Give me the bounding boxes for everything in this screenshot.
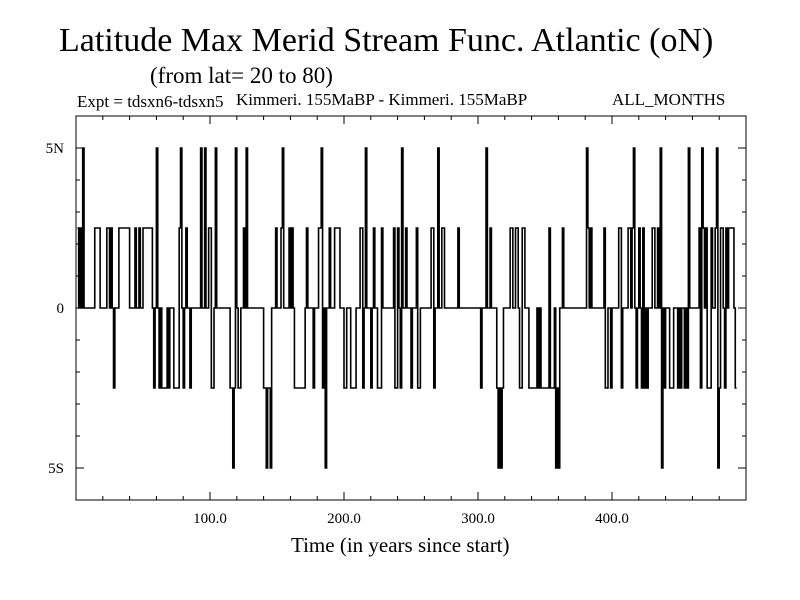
x-tick-labels: 100.0 200.0 300.0 400.0 xyxy=(193,511,629,527)
x-axis-label: Time (in years since start) xyxy=(291,533,510,557)
x-axis-ticks xyxy=(102,116,720,500)
months-label: ALL_MONTHS xyxy=(612,90,726,109)
x-tick-label: 100.0 xyxy=(193,511,227,527)
chart-title: Latitude Max Merid Stream Func. Atlantic… xyxy=(59,22,714,59)
y-tick-label: 5S xyxy=(48,461,64,477)
x-tick-label: 300.0 xyxy=(461,511,495,527)
x-tick-label: 400.0 xyxy=(595,511,629,527)
y-tick-labels: 5N 0 5S xyxy=(46,141,65,477)
chart-subtitle: (from lat= 20 to 80) xyxy=(150,63,333,88)
series-line xyxy=(77,147,737,469)
case-label: Kimmeri. 155MaBP - Kimmeri. 155MaBP xyxy=(236,90,528,109)
experiment-label: Expt = tdsxn6-tdsxn5 xyxy=(77,92,224,111)
y-tick-label: 0 xyxy=(57,301,65,317)
y-tick-label: 5N xyxy=(46,141,65,157)
x-tick-label: 200.0 xyxy=(327,511,361,527)
